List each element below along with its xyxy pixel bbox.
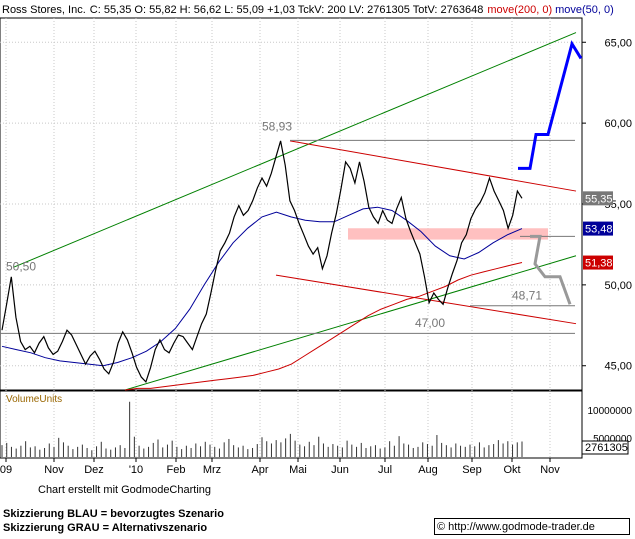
legend-ma50: move(50, 0): [555, 4, 614, 16]
red-channel-upper: [289, 140, 577, 192]
volume-tick-label: 10000000: [588, 406, 633, 417]
legend-ma200: move(200, 0): [487, 4, 552, 16]
x-tick-label: Okt: [503, 464, 520, 476]
red-channel-lower: [275, 274, 577, 325]
ma200-line: [124, 262, 523, 391]
x-tick-label: Mrz: [203, 464, 221, 476]
x-tick-label: Nov: [44, 464, 64, 476]
trend-channels: [13, 32, 577, 391]
ma200-end-label: 51,38: [585, 258, 613, 270]
ma50-end-label-bg: [583, 221, 613, 236]
level-label: 47,00: [415, 316, 445, 330]
ma200-end-label-bg: [583, 255, 613, 270]
x-tick-label: Dez: [84, 464, 104, 476]
x-tick-label: Jul: [378, 464, 392, 476]
volume-label: VolumeUnits: [6, 394, 62, 405]
ma50-end-label: 53,48: [585, 224, 613, 236]
price-end-label: 55,35: [585, 193, 613, 205]
y-tick-label: 50,00: [604, 280, 632, 292]
support-zone: [348, 228, 548, 240]
green-channel-lower: [124, 255, 577, 391]
blue-scenario-path: [518, 40, 583, 170]
level-label: 50,50: [6, 259, 36, 273]
price-end-label-bg: [583, 191, 613, 206]
moving-averages: [1, 206, 523, 391]
x-tick-label: Aug: [418, 464, 438, 476]
ma50-line: [1, 206, 523, 367]
x-axis: 09 Nov Dez '10 Feb Mrz Apr Mai Jun Jul Aug Sep Okt No…: [0, 458, 560, 476]
header-ohlc: Ross Stores, Inc. C: 55,35 O: 55,82 H: 56…: [2, 4, 614, 16]
grey-scenario-path: [530, 234, 572, 305]
y-tick-label: 45,00: [604, 361, 632, 373]
x-tick-label: Nov: [540, 464, 560, 476]
y-tick-label: 65,00: [604, 37, 632, 49]
x-tick-label: 09: [0, 464, 12, 476]
volume-plot-frame: [0, 390, 583, 459]
scenario-sketches: [518, 40, 583, 305]
price-line-path: [1, 140, 523, 384]
x-tick-label: Apr: [251, 464, 268, 476]
chart-credit: Chart erstellt mit GodmodeCharting: [38, 484, 212, 496]
volume-last-box: [581, 440, 629, 455]
x-tick-label: Sep: [462, 464, 482, 476]
x-tick-label: Feb: [167, 464, 186, 476]
level-lines: 58,93 50,50 48,71 47,00: [0, 120, 575, 334]
level-label: 48,71: [512, 288, 542, 302]
y-tick-label: 60,00: [604, 118, 632, 130]
volume-last-label: 2761305: [585, 442, 628, 454]
level-label: 58,93: [262, 120, 292, 134]
end-value-labels: 55,35 53,48 51,38: [583, 191, 613, 270]
x-tick-label: Jun: [331, 464, 349, 476]
green-channel-upper: [13, 32, 577, 268]
source-url-link[interactable]: © http://www.godmode-trader.de: [434, 518, 630, 535]
volume-tick-label: 5000000: [593, 434, 632, 445]
x-tick-label: Mai: [289, 464, 307, 476]
note-blue-scenario: Skizzierung BLAU = bevorzugtes Szenario: [3, 508, 224, 520]
price-series: [1, 140, 523, 384]
note-grey-scenario: Skizzierung GRAU = Alternativszenario: [3, 522, 208, 534]
x-tick-label: '10: [129, 464, 143, 476]
